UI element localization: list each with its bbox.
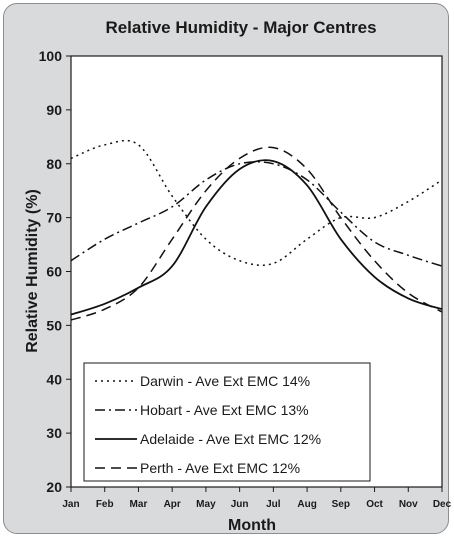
- y-tick-label: 80: [46, 156, 62, 172]
- x-axis: Jan Feb Mar Apr May Jun Jul Aug Sep Oct Nov Dec: [62, 487, 452, 510]
- legend-label: Darwin - Ave Ext EMC 14%: [140, 373, 310, 389]
- legend-box: [83, 362, 371, 482]
- x-tick-label: Mar: [130, 499, 148, 510]
- series-line: [70, 146, 443, 321]
- x-tick-label: Aug: [297, 499, 316, 510]
- y-tick-label: 90: [46, 102, 62, 118]
- x-axis-label: Month: [228, 517, 276, 534]
- x-tick-label: Jul: [266, 499, 281, 510]
- legend-label: Hobart - Ave Ext EMC 13%: [140, 402, 309, 418]
- x-tick-label: Jun: [231, 499, 249, 510]
- y-tick-label: 70: [46, 210, 62, 226]
- y-axis-label: Relative Humidity (%): [24, 189, 41, 353]
- y-tick-label: 100: [39, 48, 63, 64]
- legend-label: Adelaide - Ave Ext EMC 12%: [140, 431, 321, 447]
- y-tick-label: 50: [46, 317, 62, 333]
- series-line: [70, 159, 443, 316]
- y-tick-label: 20: [46, 479, 62, 495]
- series-lines: [70, 139, 443, 321]
- x-tick-label: Oct: [366, 499, 383, 510]
- x-tick-label: Apr: [164, 499, 181, 510]
- chart-title: Relative Humidity - Major Centres: [105, 18, 376, 37]
- x-tick-label: Sep: [332, 499, 350, 510]
- y-tick-label: 30: [46, 425, 62, 441]
- x-tick-label: May: [196, 499, 216, 510]
- x-tick-label: Nov: [399, 499, 418, 510]
- y-axis: 20 30 40 50 60 70 80 90 100: [39, 48, 71, 495]
- x-tick-label: Feb: [96, 499, 114, 510]
- x-tick-label: Jan: [62, 499, 79, 510]
- y-tick-label: 60: [46, 264, 62, 280]
- legend: Darwin - Ave Ext EMC 14% Hobart - Ave Ext…: [83, 362, 371, 482]
- y-tick-label: 40: [46, 371, 62, 387]
- x-tick-label: Dec: [433, 499, 452, 510]
- legend-label: Perth - Ave Ext EMC 12%: [140, 460, 300, 476]
- series-line: [70, 161, 443, 267]
